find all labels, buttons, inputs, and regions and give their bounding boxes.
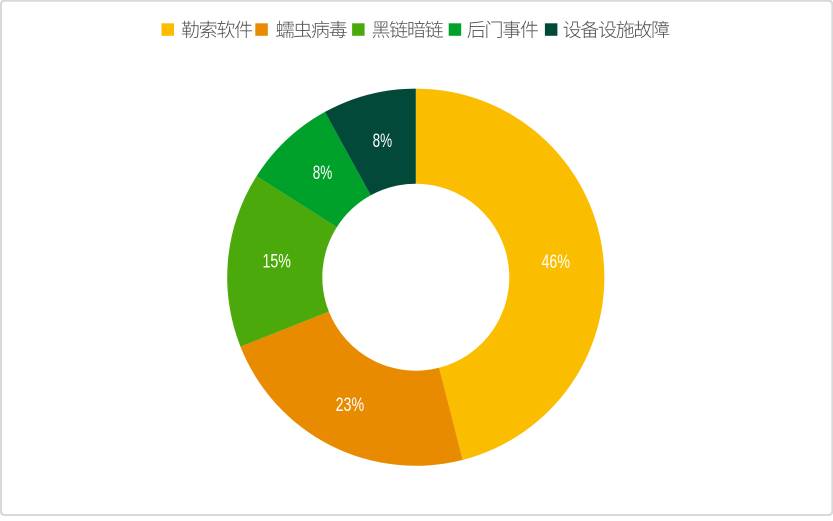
svg-text:8%: 8% bbox=[373, 130, 393, 152]
svg-text:15%: 15% bbox=[262, 251, 291, 273]
svg-text:46%: 46% bbox=[542, 251, 571, 273]
svg-text:23%: 23% bbox=[336, 394, 365, 416]
svg-text:8%: 8% bbox=[313, 162, 333, 184]
